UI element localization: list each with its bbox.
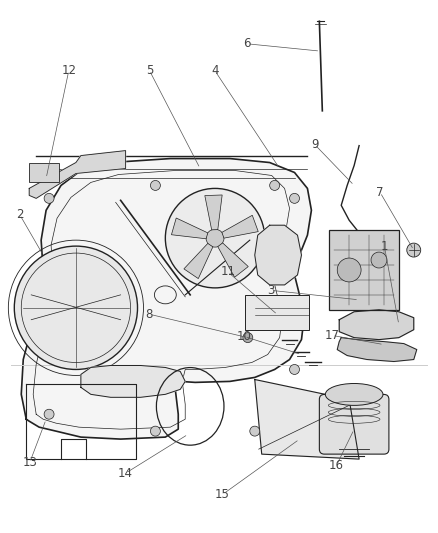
Polygon shape — [218, 243, 248, 277]
Text: 17: 17 — [325, 329, 339, 342]
Circle shape — [14, 246, 138, 369]
Text: 1: 1 — [381, 240, 388, 253]
Polygon shape — [339, 310, 414, 340]
FancyBboxPatch shape — [245, 295, 309, 330]
Text: 8: 8 — [146, 308, 153, 321]
Polygon shape — [255, 225, 301, 285]
Text: 3: 3 — [268, 284, 275, 297]
Text: 10: 10 — [237, 330, 252, 343]
Polygon shape — [205, 195, 222, 230]
Circle shape — [150, 181, 160, 190]
FancyBboxPatch shape — [329, 230, 399, 310]
Circle shape — [44, 193, 54, 203]
Polygon shape — [21, 158, 311, 439]
FancyBboxPatch shape — [319, 394, 389, 454]
Circle shape — [44, 409, 54, 419]
Text: 16: 16 — [329, 459, 344, 472]
Text: 15: 15 — [215, 488, 230, 501]
Text: 2: 2 — [16, 208, 23, 221]
Text: 12: 12 — [61, 64, 76, 77]
Polygon shape — [171, 218, 208, 239]
FancyBboxPatch shape — [29, 163, 59, 182]
Polygon shape — [184, 244, 213, 279]
Circle shape — [165, 188, 265, 288]
Polygon shape — [222, 215, 258, 238]
Text: 5: 5 — [146, 64, 153, 77]
Text: 6: 6 — [244, 37, 251, 50]
Text: 11: 11 — [220, 265, 235, 278]
Circle shape — [337, 258, 361, 282]
Text: 9: 9 — [311, 138, 318, 151]
Polygon shape — [255, 379, 359, 459]
Circle shape — [371, 252, 387, 268]
Circle shape — [206, 229, 224, 247]
Polygon shape — [337, 337, 417, 361]
Circle shape — [150, 426, 160, 436]
Circle shape — [290, 193, 300, 203]
Text: 13: 13 — [22, 456, 37, 469]
Circle shape — [243, 333, 253, 343]
Text: 7: 7 — [376, 186, 384, 199]
Circle shape — [250, 426, 260, 436]
Circle shape — [290, 365, 300, 375]
Polygon shape — [81, 366, 185, 397]
Text: 14: 14 — [118, 467, 133, 480]
Text: 4: 4 — [211, 64, 219, 77]
Ellipse shape — [325, 383, 383, 406]
Polygon shape — [29, 151, 126, 198]
Circle shape — [407, 243, 421, 257]
Circle shape — [270, 181, 279, 190]
